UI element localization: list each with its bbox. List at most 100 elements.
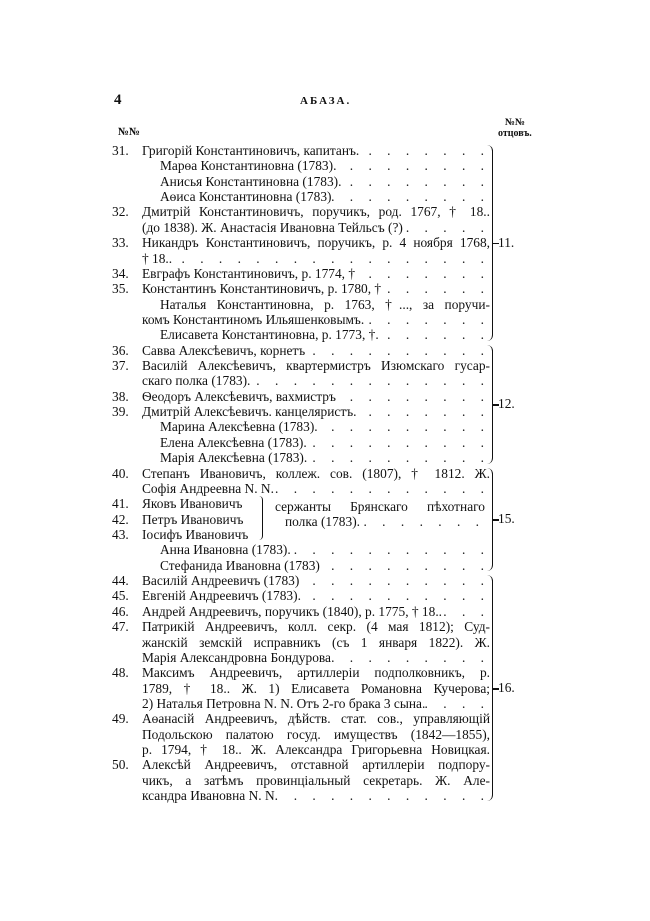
entry-text: Марѳа Константиновна (1783).	[160, 158, 337, 174]
entry-line: 32. Дмитрій Константиновичъ, поручикъ, ро…	[112, 204, 490, 219]
entry-line: 40. Степанъ Ивановичъ, коллеж. сов. (1807…	[112, 466, 490, 481]
entry-text: Аѳиса Константиновна (1783)	[160, 189, 332, 205]
entry-text: Евгеній Андреевичъ (1783).	[142, 588, 301, 604]
entry-line: 35. Константинъ Константиновичъ, р. 1780,…	[112, 281, 490, 296]
father-number: 12.	[498, 396, 515, 412]
entry-line: Марія Алексѣевна (1783). . . . . . . . .…	[112, 450, 490, 465]
dot-leader: . . . . . . . . . . . . . . . . . . . . …	[172, 250, 490, 266]
entry-text: Ѳеодоръ Алексѣевичъ, вахмистръ	[142, 388, 336, 404]
entry-line: 47. Патрикій Андреевичъ, колл. секр. (4 м…	[112, 619, 490, 634]
entry-line: Анисья Константиновна (1783). . . . . . …	[112, 174, 490, 189]
entry-text: Анисья Константиновна (1783).	[160, 173, 342, 189]
entry-line: чикъ, а затѣмъ провинціальный секретарь.…	[112, 773, 490, 788]
entry-text: Стефанида Ивановна (1783)	[160, 557, 320, 573]
entry-number	[112, 742, 142, 757]
dot-leader: . . . . . . . . . . . . . . . . . . . . …	[381, 281, 490, 297]
entry-text: Василій Алексѣевичъ, квартермистръ Изюмс…	[142, 358, 490, 374]
entry-line: Аѳиса Константиновна (1783) . . . . . . …	[112, 189, 490, 204]
entry-number	[112, 174, 142, 189]
column-header-fathers: №№ отцовъ.	[498, 117, 532, 139]
dot-leader: . . . . . . . . . . . . . . . . . . . . …	[425, 695, 490, 711]
entry-text: Савва Алексѣевичъ, корнетъ	[142, 342, 306, 358]
entry-number: 36.	[112, 342, 129, 358]
entry-line: 46. Андрей Андреевичъ, поручикъ (1840), р…	[112, 604, 490, 619]
entry-line: 31. Григорій Константиновичъ, капитанъ. .…	[112, 143, 490, 158]
entry-text: скаго полка (1783).	[142, 373, 251, 389]
entry-line: 34. Евграфъ Константиновичъ, р. 1774, † .…	[112, 266, 490, 281]
entry-number	[112, 419, 142, 434]
entry-line: 42. Петръ Ивановичъ	[112, 512, 262, 527]
dot-leader: . . . . . . . . . . . . . . . . . . . . …	[250, 373, 490, 389]
entry-line: 44. Василій Андреевичъ (1783) . . . . . .…	[112, 573, 490, 588]
dot-leader: . . . . . . . . . . . . . . . . . . . . …	[379, 327, 490, 343]
entry-line: Марѳа Константиновна (1783). . . . . . .…	[112, 158, 490, 173]
bracket-point	[493, 404, 499, 406]
group-note-line-2: полка (1783).	[285, 514, 361, 530]
page-number: 4	[114, 92, 122, 108]
entry-text: Патрикій Андреевичъ, колл. секр. (4 мая …	[142, 619, 490, 635]
father-number: 16.	[498, 680, 515, 696]
entry-line: 49. Аѳанасій Андреевичъ, дѣйств. стат. со…	[112, 711, 490, 726]
entry-number: 50.	[112, 757, 129, 773]
entry-number	[112, 542, 142, 557]
entry-line: Подольскою палатою госуд. имуществъ (184…	[112, 727, 490, 742]
entry-number	[112, 220, 142, 235]
entry-text: Василій Андреевичъ (1783)	[142, 573, 300, 589]
entry-number: 38.	[112, 388, 129, 404]
entry-number: 46.	[112, 603, 129, 619]
entry-text: Алексѣй Андреевичъ, отставной артиллеріи…	[142, 757, 490, 773]
entry-number	[112, 297, 142, 312]
entry-text: Дмитрій Константиновичъ, поручикъ, род. …	[142, 204, 490, 220]
entry-line: 1789, † 18.. Ж. 1) Елисавета Романовна К…	[112, 681, 490, 696]
entry-text: комъ Константиномъ Ильяшенковымъ.	[142, 311, 365, 327]
dot-leader: . . . . . . . . . . . . . . . . . . . . …	[320, 557, 490, 573]
entry-text: р. 1794, † 18.. Ж. Александра Григорьевн…	[142, 742, 490, 758]
dot-leader: . . . . . . . . . . . . . . . . . . . . …	[291, 542, 490, 558]
entry-number	[112, 189, 142, 204]
entry-line: Марія Александровна Бондурова . . . . . …	[112, 650, 490, 665]
entry-text: 2) Наталья Петровна N. N. Отъ 2-го брака…	[142, 695, 426, 711]
entry-text: Аѳанасій Андреевичъ, дѣйств. стат. сов.,…	[142, 711, 490, 727]
entry-text: Петръ Ивановичъ	[142, 511, 244, 527]
entry-number: 37.	[112, 358, 129, 374]
bracket-point	[493, 242, 499, 245]
entry-line: Софія Андреевна N. N. . . . . . . . . . …	[112, 481, 490, 496]
entry-line: 33. Никандръ Константиновичъ, поручикъ, р…	[112, 235, 490, 250]
entry-line: ксандра Ивановна N. N. . . . . . . . . .…	[112, 788, 490, 803]
entry-line: скаго полка (1783). . . . . . . . . . . …	[112, 373, 490, 388]
entry-line: 41. Яковъ Ивановичъ	[112, 496, 262, 511]
entry-number	[112, 251, 142, 266]
father-bracket	[486, 467, 493, 572]
entry-number	[112, 481, 142, 496]
entry-line: Стефанида Ивановна (1783) . . . . . . . …	[112, 558, 490, 573]
bracket-point	[493, 519, 499, 521]
entry-line: 43. Іосифъ Ивановичъ	[112, 527, 262, 542]
entry-number: 33.	[112, 235, 129, 251]
entry-number	[112, 696, 142, 711]
entry-number	[112, 450, 142, 465]
dot-leader: . . . . . . . . . . . . . . . . . . . . …	[356, 404, 490, 420]
dot-leader: . . . . . . . . . . . . . . . . . . . . …	[331, 189, 490, 205]
entry-line: † 18.. . . . . . . . . . . . . . . . . .…	[112, 251, 490, 266]
dot-leader: . . . . . . . . . . . . . . . . . . . . …	[364, 311, 490, 327]
entry-number: 31.	[112, 143, 129, 158]
dot-leader: . . . . . . . . . . . . . . . . . . . . …	[336, 388, 490, 404]
entry-text: Андрей Андреевичъ, поручикъ (1840), р. 1…	[142, 603, 443, 619]
entry-line: 50. Алексѣй Андреевичъ, отставной артилле…	[112, 757, 490, 772]
entry-number	[112, 788, 142, 803]
entry-line: Наталья Константиновна, р. 1763, †..., з…	[112, 297, 490, 312]
entry-number: 39.	[112, 404, 129, 420]
entry-text: Марія Александровна Бондурова	[142, 649, 331, 665]
column-header-numbers: №№	[118, 126, 141, 138]
entry-line: Елена Алексѣевна (1783). . . . . . . . .…	[112, 435, 490, 450]
entry-number: 40.	[112, 465, 129, 481]
entry-text: Елисавета Константиновна, р. 1773, †.	[160, 327, 379, 343]
entry-line: 38. Ѳеодоръ Алексѣевичъ, вахмистръ . . . …	[112, 389, 490, 404]
bracket-point	[493, 688, 499, 690]
running-title: АБАЗА.	[300, 95, 352, 107]
dot-leader: . . . . . . . . . . . . . . . . . . . . …	[274, 480, 490, 496]
entry-number	[112, 635, 142, 650]
entry-line: р. 1794, † 18.. Ж. Александра Григорьевн…	[112, 742, 490, 757]
dot-leader: . . . . . . . . . . . . . . . . . . . . …	[318, 419, 490, 435]
entry-text: Евграфъ Константиновичъ, р. 1774, †	[142, 265, 356, 281]
